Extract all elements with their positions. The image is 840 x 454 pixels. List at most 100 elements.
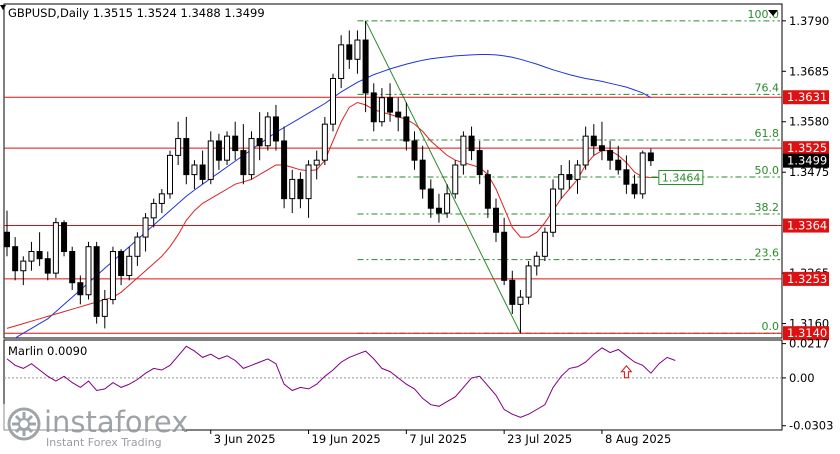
candle-body — [224, 135, 231, 161]
candle-body — [631, 183, 638, 195]
candle-body — [289, 178, 296, 200]
main-pane — [3, 3, 783, 339]
candle-body — [61, 222, 68, 252]
candle-body — [403, 116, 410, 142]
candle — [623, 155, 630, 194]
candle — [403, 102, 410, 151]
candle — [281, 126, 288, 209]
price-axis-label: 1.3685 — [789, 64, 829, 78]
candle — [476, 140, 483, 185]
annotation-text: 1.3464 — [662, 171, 701, 184]
level-price-label: 1.3253 — [787, 272, 827, 286]
candle-body — [558, 174, 565, 190]
candle-body — [590, 135, 597, 147]
candle-body — [452, 164, 459, 195]
candle — [484, 169, 491, 218]
candle-body — [468, 135, 475, 152]
candle — [142, 213, 149, 252]
candle — [118, 249, 125, 286]
candle — [256, 112, 263, 161]
candle-body — [69, 250, 76, 284]
candle-body — [36, 250, 43, 260]
candle — [207, 131, 214, 185]
candle — [61, 220, 68, 257]
watermark: instaforex Instant Forex Trading — [0, 404, 188, 450]
candle-body — [101, 299, 108, 317]
candle — [126, 246, 133, 281]
candle — [419, 145, 426, 199]
candle-body — [52, 222, 59, 274]
candle — [321, 116, 328, 165]
level-price-tag — [783, 141, 829, 156]
candle-body — [191, 164, 198, 176]
candle-body — [444, 193, 451, 214]
candle-body — [378, 97, 385, 123]
candle-body — [313, 159, 320, 166]
candle — [175, 121, 182, 165]
candle-body — [264, 116, 271, 147]
candle — [101, 289, 108, 329]
candle-body — [126, 255, 133, 277]
candle-body — [256, 138, 263, 147]
candle — [20, 256, 27, 286]
candle-body — [44, 258, 51, 274]
candle-body — [297, 178, 304, 200]
candle-body — [346, 44, 353, 60]
candle — [44, 251, 51, 281]
candle — [541, 227, 548, 262]
candle — [289, 169, 296, 214]
candle-body — [362, 39, 369, 94]
candle-body — [20, 260, 27, 272]
candle — [533, 251, 540, 276]
candle — [378, 88, 385, 127]
candle — [150, 198, 157, 228]
fibo-level-label: 0.0 — [762, 320, 780, 333]
candle-body — [158, 193, 165, 204]
candle-body — [232, 135, 239, 152]
candle — [411, 131, 418, 170]
candle — [566, 160, 573, 190]
candle — [191, 160, 198, 190]
candle — [215, 133, 222, 170]
candle — [28, 241, 35, 271]
candle — [240, 124, 247, 185]
candle — [452, 160, 459, 199]
chart-shift-icon — [768, 10, 778, 16]
candle-body — [525, 265, 532, 298]
candle — [167, 150, 173, 199]
candle — [109, 246, 116, 305]
candle-body — [395, 111, 402, 118]
candle — [558, 164, 565, 199]
candle — [77, 275, 84, 305]
level-price-label: 1.3364 — [787, 219, 827, 233]
candle-body — [598, 145, 605, 152]
fibo-level-label: 23.6 — [755, 247, 780, 260]
candle-body — [615, 159, 622, 171]
instaforex-logo-icon — [7, 407, 41, 441]
candle-body — [639, 152, 646, 195]
indicator-axis-label: 0.00 — [789, 371, 815, 385]
candle — [639, 150, 646, 199]
candle-body — [4, 231, 10, 248]
candle-body — [550, 188, 557, 233]
price-chart: 100.076.461.850.038.223.60.01.3464 — [4, 8, 782, 338]
candle — [550, 179, 557, 238]
candle-body — [484, 174, 491, 209]
candle — [493, 198, 499, 242]
candle — [460, 131, 467, 175]
candle-body — [370, 92, 377, 123]
watermark-brand: instaforex — [44, 405, 188, 439]
candle — [598, 121, 605, 161]
candle-body — [517, 296, 524, 305]
fibo-level-label: 38.2 — [755, 201, 780, 214]
time-axis-label: 8 Aug 2025 — [605, 432, 671, 446]
candle-body — [150, 202, 157, 219]
candle-body — [77, 282, 84, 296]
candle-body — [501, 231, 508, 281]
time-axis-label: 23 Jul 2025 — [507, 432, 572, 446]
candle-body — [12, 246, 19, 272]
candle — [435, 193, 442, 223]
candle — [248, 131, 255, 180]
watermark-tagline: Instant Forex Trading — [46, 436, 162, 449]
